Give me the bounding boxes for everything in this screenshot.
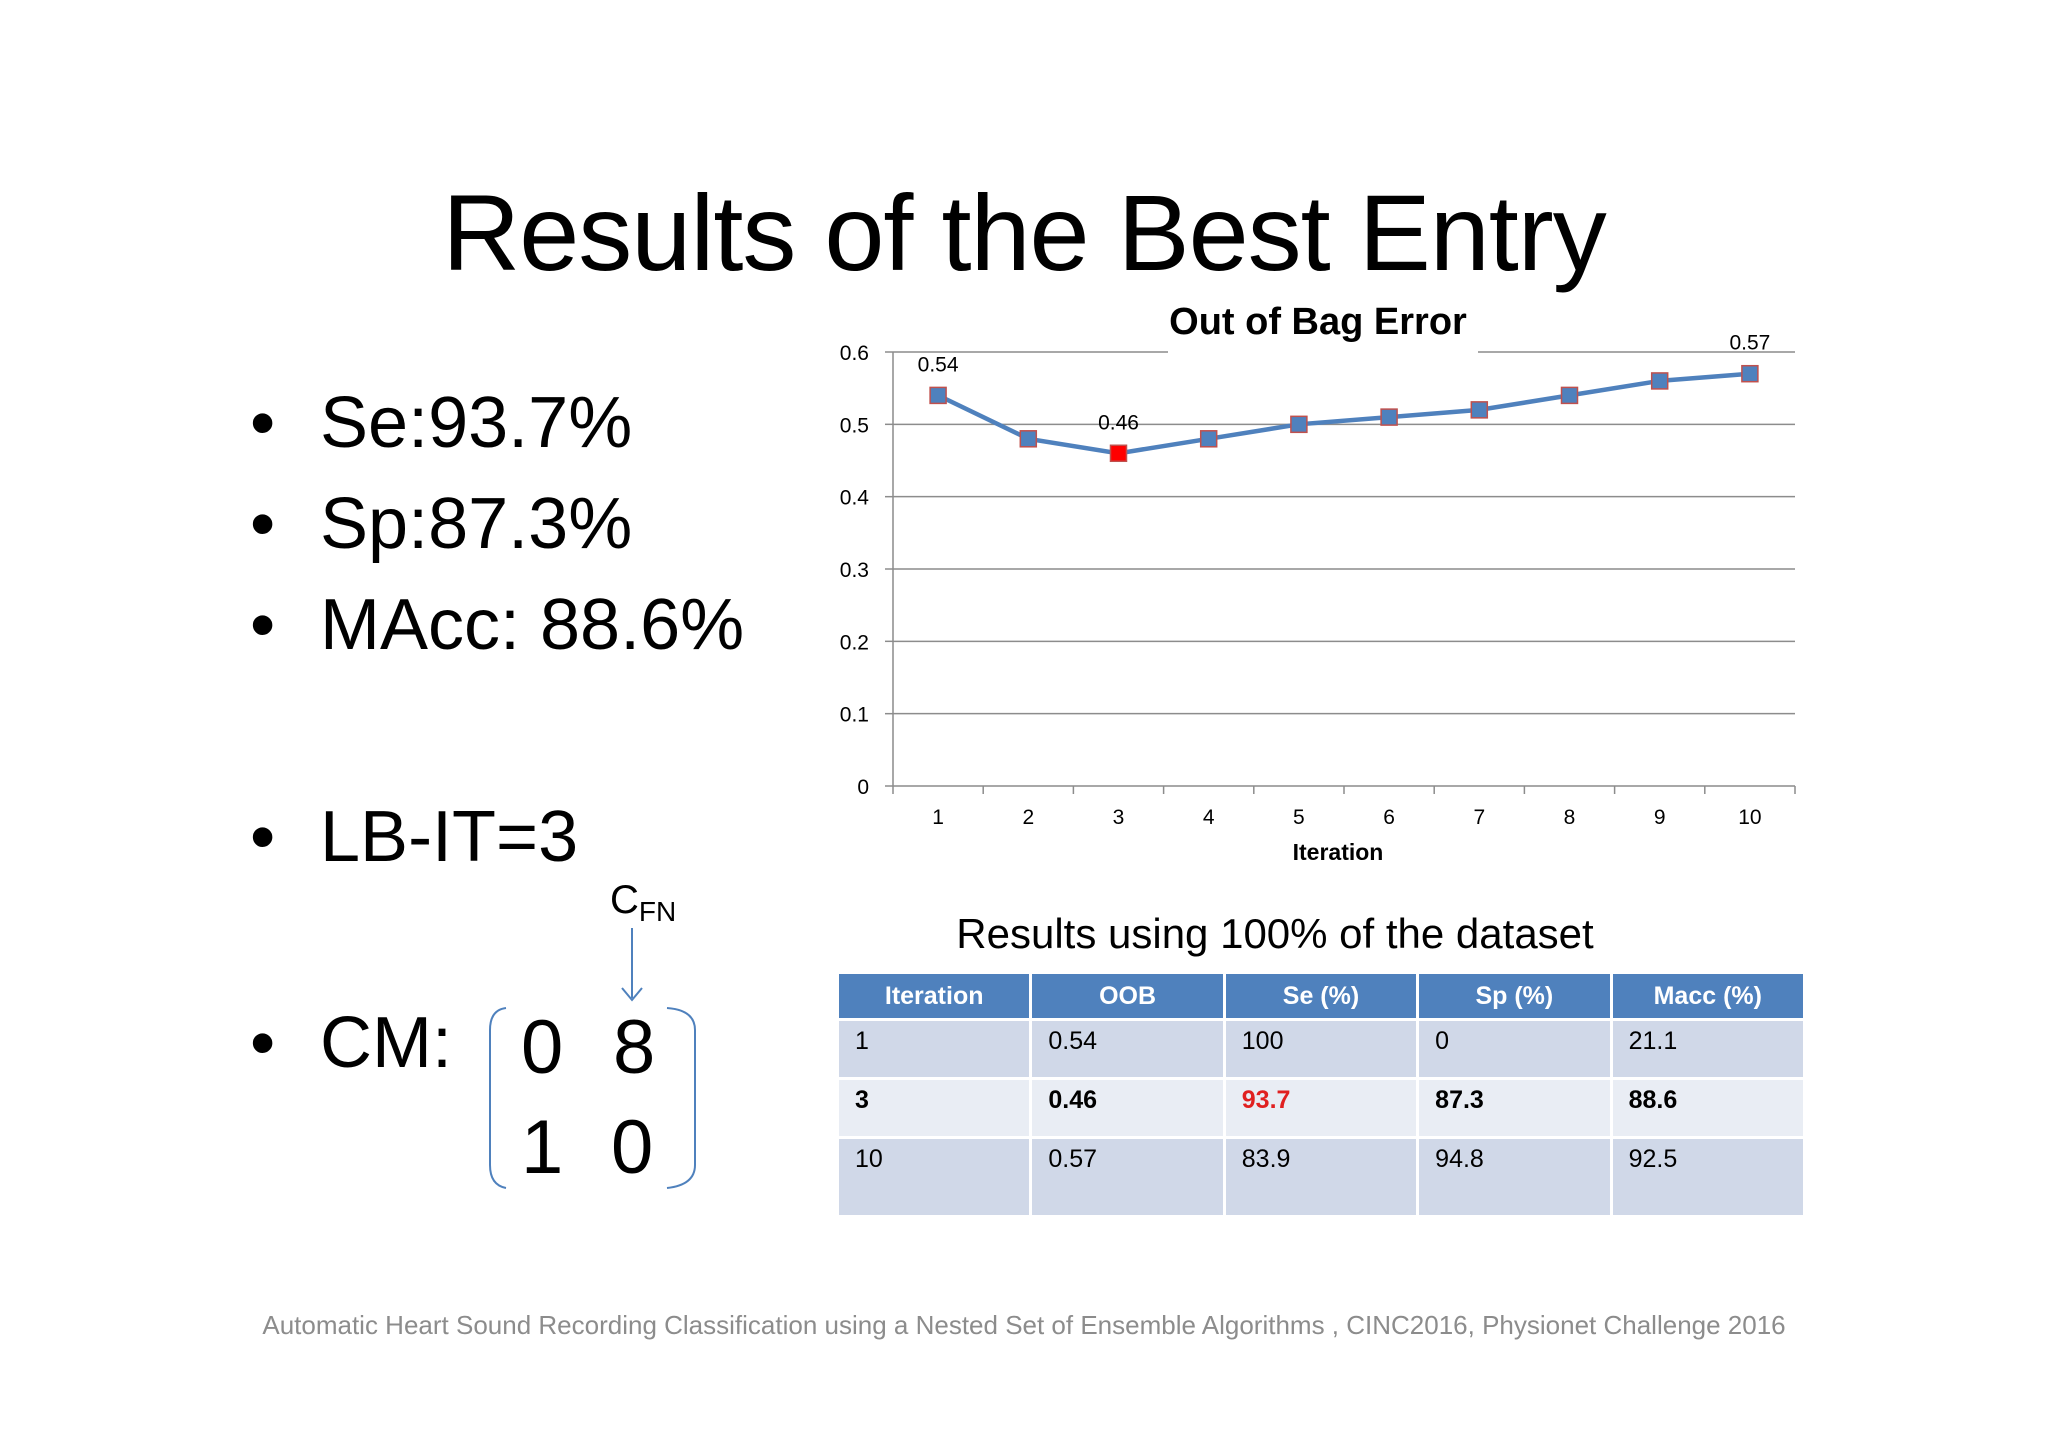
x-tick-label: 4 [1203,806,1215,829]
bullet-dot: • [250,484,276,564]
matrix-cell: 0 [611,1105,654,1190]
data-label: 0.46 [1098,411,1139,434]
y-tick-label: 0.2 [840,631,869,654]
bullet-sp: • Sp:87.3% [250,479,632,569]
bullet-macc-text: MAcc: 88.6% [320,585,745,665]
x-tick-label: 10 [1738,806,1761,829]
y-tick-label: 0.4 [840,487,870,510]
table-cell: 21.1 [1609,1018,1807,1080]
table-header-oob: OOB [1029,971,1226,1021]
table-row: 10 0.57 83.9 94.8 92.5 [835,1136,1807,1218]
bullet-lbit-text: LB-IT=3 [320,797,579,877]
slide-title: Results of the Best Entry [442,172,1607,293]
data-label: 0.54 [918,353,959,376]
table-header-iteration: Iteration [835,971,1033,1021]
series-point [1019,430,1038,448]
matrix-cell: 1 [521,1105,564,1190]
data-labels: 0.54 0.46 0.57 [918,332,1771,435]
x-tick-label: 3 [1113,806,1125,829]
table-cell: 100 [1222,1018,1420,1080]
x-tick-label: 7 [1473,806,1485,829]
table-row: 1 0.54 100 0 21.1 [835,1018,1807,1080]
cfn-arrow-head [621,987,643,1002]
chart-title: Out of Bag Error [1169,301,1467,343]
bullet-macc: • MAcc: 88.6% [250,580,744,670]
bullet-se: • Se:93.7% [250,378,632,468]
bullet-dot: • [250,1003,276,1083]
series-point [1560,386,1579,405]
cfn-label: CFN [610,875,676,937]
chart-axes [892,352,1796,794]
series-point [1380,408,1398,426]
series-point [1290,415,1308,434]
results-table: Iteration OOB Se (%) Sp (%) Macc (%) 1 0… [835,971,1807,1218]
chart-y-ticks: 0 0.1 0.2 0.3 0.4 0.5 0.6 [840,342,870,799]
table-cell: 0.54 [1029,1018,1226,1080]
y-tick-label: 0 [857,776,869,799]
cfn-sub: FN [638,896,677,927]
table-header-sp: Sp (%) [1416,971,1613,1021]
x-tick-label: 6 [1383,806,1395,829]
series-point [1650,372,1669,390]
table-cell: 94.8 [1416,1136,1613,1218]
series-point-highlight [1109,444,1128,463]
bullet-dot: • [250,383,276,463]
table-cell: 1 [835,1018,1033,1080]
chart-grid [885,351,1795,787]
table-cell: 3 [835,1077,1033,1139]
series-markers [929,364,1759,463]
chart-x-ticks: 1 2 3 4 5 6 7 8 9 10 [932,806,1761,829]
y-tick-label: 0.3 [840,559,869,582]
data-label: 0.57 [1729,332,1770,355]
table-cell: 87.3 [1416,1077,1613,1139]
x-tick-label: 9 [1654,806,1666,829]
table-cell-highlight: 93.7 [1222,1077,1420,1139]
table-cell: 0 [1416,1018,1613,1080]
table-cell: 88.6 [1609,1077,1807,1139]
table-header-macc: Macc (%) [1609,971,1807,1021]
cfn-main: C [610,878,639,922]
y-tick-label: 0.5 [840,414,869,437]
table-cell: 83.9 [1222,1136,1420,1218]
chart-x-axis-label: Iteration [1293,839,1384,865]
table-row-best: 3 0.46 93.7 87.3 88.6 [835,1077,1807,1139]
bullet-list: • Se:93.7% • Sp:87.3% • MAcc: 88.6% • LB-IT=… [250,0,810,1200]
bullet-cm: • CM: [250,998,452,1088]
bullet-se-text: Se:93.7% [320,383,633,463]
series-point [1470,401,1489,419]
confusion-matrix: 0 8 1 0 [485,1003,705,1193]
y-tick-label: 0.6 [840,342,869,365]
x-tick-label: 2 [1022,806,1034,829]
x-tick-label: 1 [932,806,944,829]
series-point [929,386,947,405]
table-cell: 0.46 [1029,1077,1226,1139]
x-tick-label: 5 [1293,806,1305,829]
matrix-cell: 0 [521,1005,564,1090]
matrix-left-bracket [489,1007,507,1189]
matrix-cell: 8 [613,1005,656,1090]
table-cell: 10 [835,1136,1033,1218]
bullet-lbit: • LB-IT=3 [250,792,578,882]
table-cell: 0.57 [1029,1136,1226,1218]
bullet-cm-text: CM: [320,1003,452,1083]
bullet-dot: • [250,797,276,877]
table-caption: Results using 100% of the dataset [956,910,1594,957]
series-point [1741,364,1759,383]
series-line [937,371,1751,456]
x-tick-label: 8 [1564,806,1576,829]
matrix-brackets [489,928,696,1189]
bullet-dot: • [250,585,276,665]
bullet-sp-text: Sp:87.3% [320,484,633,564]
y-tick-label: 0.1 [840,704,869,727]
table-header-row: Iteration OOB Se (%) Sp (%) Macc (%) [835,971,1807,1021]
series-point [1199,430,1218,448]
slide-footer: Automatic Heart Sound Recording Classifi… [262,1310,1786,1340]
table-header-se: Se (%) [1222,971,1420,1021]
table-cell: 92.5 [1609,1136,1807,1218]
matrix-right-bracket [666,1007,696,1189]
